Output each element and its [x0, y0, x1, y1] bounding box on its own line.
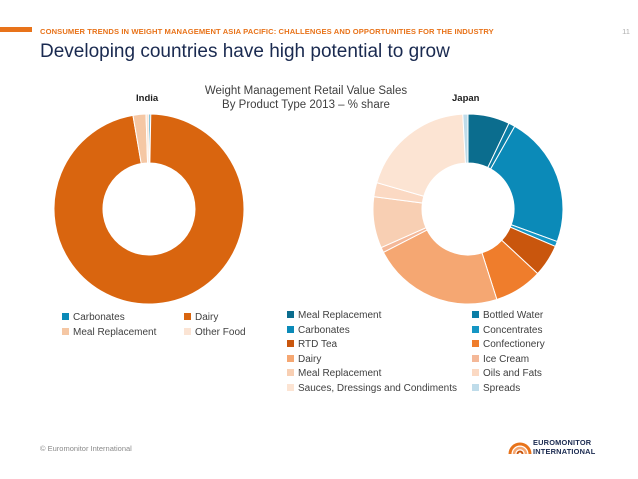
japan-legend-item-4: RTD Tea: [287, 339, 337, 351]
japan-legend-item-11: Spreads: [472, 383, 520, 395]
japan-legend-swatch-3: [472, 325, 479, 333]
japan-legend-swatch-0: [287, 311, 294, 318]
india-legend-swatch-1: [184, 313, 191, 320]
chart-title: Weight Management Retail Value Sales By …: [196, 84, 416, 112]
chart-title-line2: By Product Type 2013 – % share: [222, 99, 390, 111]
india-legend-swatch-3: [184, 327, 191, 335]
japan-legend-label-6: Dairy: [298, 353, 322, 365]
section-header: CONSUMER TRENDS IN WEIGHT MANAGEMENT ASI…: [40, 27, 494, 36]
india-legend-label-0: Carbonates: [73, 312, 125, 323]
japan-legend-item-1: Bottled Water: [472, 310, 543, 322]
india-legend-label-1: Dairy: [195, 312, 219, 323]
japan-legend-swatch-10: [287, 383, 294, 391]
japan-legend-label-11: Spreads: [483, 382, 521, 394]
japan-chart-label: Japan: [452, 93, 480, 104]
euromonitor-logo: EUROMONITOR INTERNATIONAL: [508, 438, 618, 458]
japan-legend-label-1: Bottled Water: [483, 310, 544, 321]
japan-legend-label-5: Confectionery: [483, 339, 545, 350]
japan-slice-11-spreads: [462, 113, 469, 164]
japan-slice-2-carbonates: [489, 125, 564, 243]
japan-legend-swatch-11: [472, 383, 479, 391]
india-legend-item-3: Other Food: [184, 327, 246, 339]
japan-legend-label-3: Concentrates: [483, 324, 543, 336]
japan-legend-swatch-6: [287, 354, 294, 362]
japan-legend-item-9: Oils and Fats: [472, 368, 542, 380]
logo-wordmark: EUROMONITOR INTERNATIONAL: [533, 438, 596, 456]
page-number: 11: [622, 27, 630, 36]
japan-legend-item-5: Confectionery: [472, 339, 545, 351]
india-legend-swatch-0: [62, 313, 69, 320]
japan-legend-swatch-9: [472, 369, 479, 376]
japan-legend-item-6: Dairy: [287, 354, 321, 366]
india-legend-item-0: Carbonates: [62, 312, 125, 324]
india-slice-3-other-food: [145, 113, 150, 164]
japan-legend-swatch-5: [472, 340, 479, 347]
japan-legend-swatch-8: [287, 369, 294, 376]
japan-legend-item-2: Carbonates: [287, 325, 350, 337]
logo-icon: [508, 442, 532, 455]
india-legend-swatch-2: [62, 327, 69, 335]
japan-legend-item-0: Meal Replacement: [287, 310, 381, 322]
india-slice-1-dairy: [53, 113, 245, 305]
japan-legend-label-4: RTD Tea: [298, 339, 338, 350]
copyright-text: © Euromonitor International: [40, 444, 132, 453]
japan-legend-label-0: Meal Replacement: [298, 310, 382, 321]
japan-slice-10-sauces-dressings-and-condiments: [376, 113, 467, 197]
japan-legend-item-10: Sauces, Dressings and Condiments: [287, 383, 457, 395]
page-title: Developing countries have high potential…: [40, 41, 450, 62]
japan-legend-item-8: Meal Replacement: [287, 368, 381, 380]
japan-legend-label-10: Sauces, Dressings and Condiments: [298, 382, 457, 394]
india-chart-label: India: [136, 93, 159, 104]
india-legend-item-2: Meal Replacement: [62, 327, 156, 339]
japan-legend-swatch-7: [472, 354, 479, 362]
japan-legend-swatch-1: [472, 311, 479, 318]
chart-title-line1: Weight Management Retail Value Sales: [204, 85, 408, 97]
header-accent-bar: [0, 27, 32, 32]
india-legend-label-3: Other Food: [195, 326, 246, 338]
japan-legend-swatch-2: [287, 325, 294, 333]
japan-slice-6-dairy: [382, 229, 498, 305]
japan-legend-label-2: Carbonates: [298, 324, 350, 336]
japan-legend-swatch-4: [287, 340, 294, 347]
japan-legend-label-9: Oils and Fats: [483, 368, 542, 379]
japan-legend-label-7: Ice Cream: [483, 353, 530, 365]
japan-legend-item-3: Concentrates: [472, 325, 542, 337]
india-legend-label-2: Meal Replacement: [73, 326, 157, 338]
japan-legend-label-8: Meal Replacement: [298, 368, 382, 379]
japan-legend-item-7: Ice Cream: [472, 354, 529, 366]
india-legend-item-1: Dairy: [184, 312, 218, 324]
